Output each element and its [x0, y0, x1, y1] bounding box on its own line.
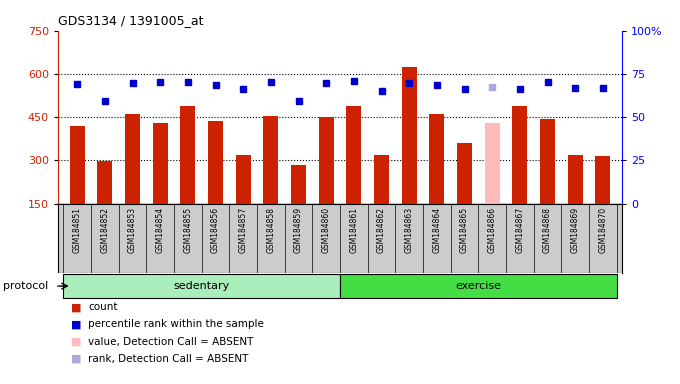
Bar	[318, 117, 334, 204]
Bar	[180, 106, 195, 204]
Text: protocol: protocol	[3, 281, 49, 291]
Text: GSM184851: GSM184851	[73, 207, 82, 253]
FancyBboxPatch shape	[63, 274, 340, 298]
Bar	[374, 154, 389, 204]
Text: exercise: exercise	[456, 281, 501, 291]
Bar	[540, 119, 555, 204]
Bar	[97, 161, 112, 204]
Text: GSM184867: GSM184867	[515, 207, 524, 253]
Text: ■: ■	[71, 302, 82, 312]
FancyBboxPatch shape	[340, 274, 617, 298]
Bar	[208, 121, 223, 204]
Bar	[235, 154, 251, 204]
Bar	[402, 67, 417, 204]
Text: GSM184857: GSM184857	[239, 207, 248, 253]
Bar	[568, 154, 583, 204]
Text: value, Detection Call = ABSENT: value, Detection Call = ABSENT	[88, 337, 254, 347]
Text: GSM184861: GSM184861	[350, 207, 358, 253]
Bar	[69, 126, 85, 204]
Text: count: count	[88, 302, 118, 312]
Text: GSM184866: GSM184866	[488, 207, 496, 253]
Bar	[595, 156, 611, 204]
Text: GSM184865: GSM184865	[460, 207, 469, 253]
Text: GSM184858: GSM184858	[267, 207, 275, 253]
Text: percentile rank within the sample: percentile rank within the sample	[88, 319, 265, 329]
Text: GSM184869: GSM184869	[571, 207, 579, 253]
Text: ■: ■	[71, 337, 82, 347]
Bar	[346, 106, 362, 204]
Text: GSM184862: GSM184862	[377, 207, 386, 253]
Bar	[457, 143, 472, 204]
Text: GSM184852: GSM184852	[101, 207, 109, 253]
Text: rank, Detection Call = ABSENT: rank, Detection Call = ABSENT	[88, 354, 249, 364]
Text: GDS3134 / 1391005_at: GDS3134 / 1391005_at	[58, 14, 203, 27]
Bar	[512, 106, 528, 204]
Text: GSM184859: GSM184859	[294, 207, 303, 253]
Text: GSM184855: GSM184855	[184, 207, 192, 253]
Bar	[152, 123, 168, 204]
Text: GSM184870: GSM184870	[598, 207, 607, 253]
Text: sedentary: sedentary	[173, 281, 230, 291]
Bar	[263, 116, 278, 204]
Bar	[125, 114, 140, 204]
Text: GSM184854: GSM184854	[156, 207, 165, 253]
Text: GSM184868: GSM184868	[543, 207, 552, 253]
Text: GSM184853: GSM184853	[128, 207, 137, 253]
Bar	[485, 123, 500, 204]
Text: GSM184864: GSM184864	[432, 207, 441, 253]
Bar	[291, 165, 306, 204]
Text: ■: ■	[71, 319, 82, 329]
Text: GSM184860: GSM184860	[322, 207, 330, 253]
Text: GSM184856: GSM184856	[211, 207, 220, 253]
Text: GSM184863: GSM184863	[405, 207, 413, 253]
Bar	[429, 114, 445, 204]
Text: ■: ■	[71, 354, 82, 364]
